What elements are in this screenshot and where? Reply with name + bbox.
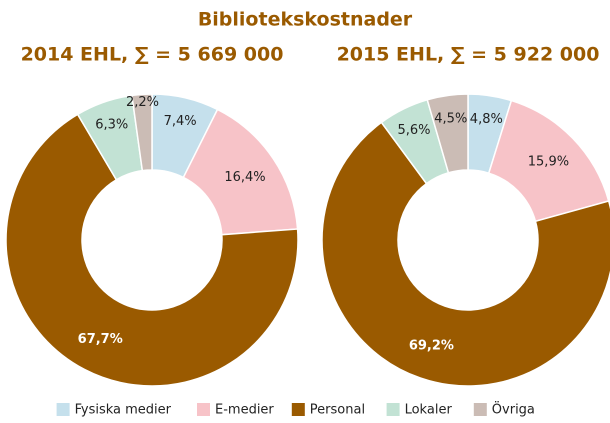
legend-swatch (473, 403, 487, 416)
data-label: 7,4% (164, 114, 197, 129)
chart-subtitle: 2015 EHL, ∑ = 5 922 000 (337, 44, 600, 66)
data-label: 4,8% (470, 112, 503, 127)
data-label: 2,2% (126, 95, 159, 110)
data-label: 6,3% (95, 117, 128, 132)
legend-label: Fysiska medier (75, 403, 172, 418)
data-label: 15,9% (528, 155, 569, 170)
donut-slice (131, 93, 153, 172)
data-label: 69,2% (409, 338, 454, 353)
legend-label: E-medier (215, 403, 274, 418)
chart-subtitle: 2014 EHL, ∑ = 5 669 000 (21, 44, 284, 66)
data-label: 67,7% (78, 332, 123, 347)
legend-label: Övriga (492, 401, 535, 418)
legend-label: Personal (310, 403, 365, 418)
legend-swatch (56, 403, 70, 416)
data-label: 5,6% (397, 123, 430, 138)
legend-swatch (291, 403, 305, 416)
donut-slice (5, 113, 299, 387)
donut-slice (426, 93, 469, 174)
legend-swatch (386, 403, 400, 416)
legend-swatch (197, 403, 210, 416)
data-label: 16,4% (224, 170, 265, 185)
chart-title: Bibliotekskostnader (198, 9, 413, 31)
data-label: 4,5% (434, 112, 467, 127)
legend-label: Lokaler (405, 403, 453, 418)
donut-slice (321, 121, 610, 387)
